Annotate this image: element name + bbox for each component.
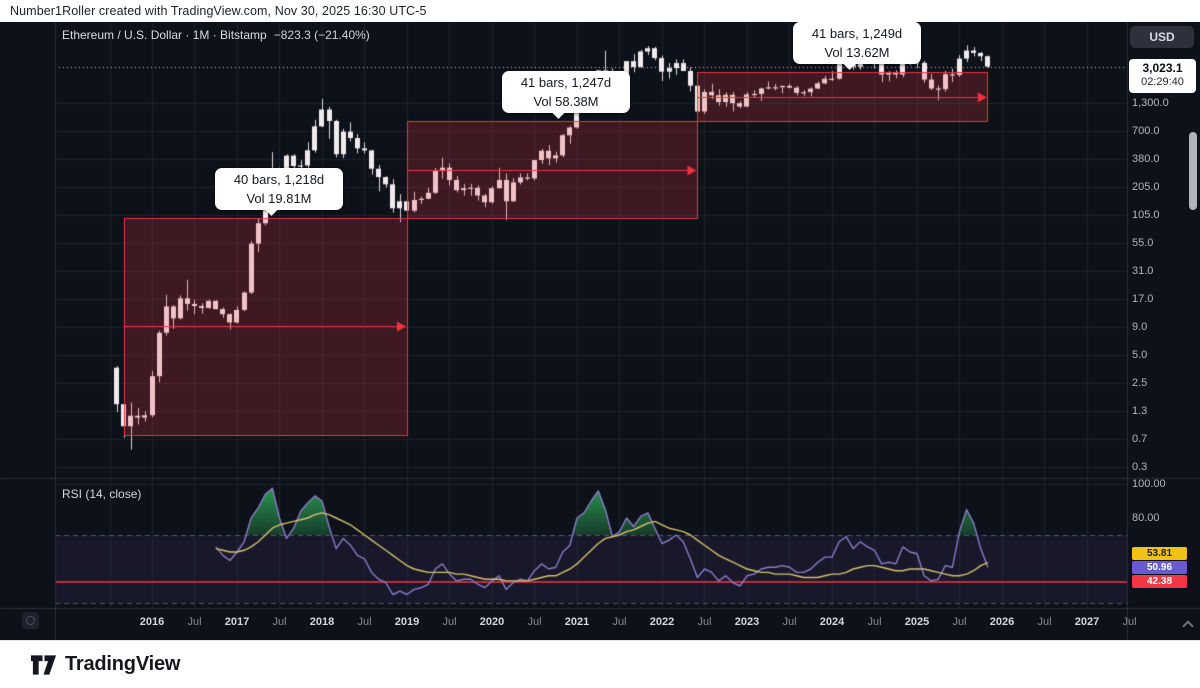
time-axis-year-label: 2023: [734, 616, 760, 628]
price-tick-label: 2.5: [1132, 377, 1148, 389]
tradingview-brand: TradingView: [65, 653, 181, 675]
currency-toggle-button[interactable]: USD: [1130, 26, 1194, 48]
time-axis-year-label: 2024: [819, 616, 845, 628]
measurement-label-3-line1: 41 bars, 1,249d: [811, 26, 903, 41]
rsi-tick-label: 80.00: [1132, 512, 1160, 524]
price-tick-label: 9.0: [1132, 321, 1148, 333]
time-axis-year-label: 2020: [479, 616, 505, 628]
bar-countdown: 02:29:40: [1141, 76, 1184, 88]
currency-label: USD: [1149, 30, 1175, 44]
price-tick-label: 0.3: [1132, 461, 1148, 473]
price-tick-label: 0.7: [1132, 433, 1148, 445]
rsi-indicator-label: RSI (14, close): [62, 487, 142, 501]
time-axis-month-label: Jul: [1122, 616, 1137, 628]
time-axis-year-label: 2016: [139, 616, 165, 628]
time-axis-month-label: Jul: [272, 616, 287, 628]
time-axis-year-label: 2026: [989, 616, 1015, 628]
time-axis-month-label: Jul: [527, 616, 542, 628]
time-axis-year-label: 2021: [564, 616, 590, 628]
time-axis-year-label: 2018: [309, 616, 335, 628]
time-axis-year-label: 2022: [649, 616, 675, 628]
price-tick-label: 17.0: [1132, 293, 1154, 305]
measurement-label-1[interactable]: 40 bars, 1,218d Vol 19.81M: [215, 168, 343, 216]
time-axis-month-label: Jul: [952, 616, 967, 628]
symbol-change: −823.3 (−21.40%): [273, 28, 370, 42]
measurement-label-3[interactable]: 41 bars, 1,249d Vol 13.62M: [793, 22, 921, 70]
timezone-button[interactable]: [22, 612, 39, 629]
time-axis-year-label: 2017: [224, 616, 250, 628]
price-tick-label: 5.0: [1132, 349, 1148, 361]
price-tick-label: 1,300.0: [1132, 97, 1169, 109]
time-axis-month-label: Jul: [357, 616, 372, 628]
share-banner: Number1Roller created with TradingView.c…: [0, 0, 1200, 22]
price-tick-label: 31.0: [1132, 265, 1154, 277]
rsi-value-badge: 50.96: [1132, 561, 1187, 574]
measurement-label-1-line2: Vol 19.81M: [246, 191, 312, 206]
price-tick-label: 700.0: [1132, 125, 1160, 137]
chevron-up-icon: [1182, 620, 1194, 632]
scrollbar-thumb[interactable]: [1189, 132, 1197, 210]
measurement-label-2-line1: 41 bars, 1,247d: [520, 75, 612, 90]
current-price: 3,023.1: [1142, 61, 1183, 75]
measurement-label-1-line1: 40 bars, 1,218d: [233, 172, 325, 187]
rsi-value-badge: 42.38: [1132, 575, 1187, 588]
time-axis-month-label: Jul: [612, 616, 627, 628]
time-axis-year-label: 2027: [1074, 616, 1100, 628]
axis-collapse-button[interactable]: [1181, 619, 1195, 632]
measurement-label-2-line2: Vol 58.38M: [533, 94, 599, 109]
time-axis-year-label: 2019: [394, 616, 420, 628]
current-price-badge: 3,023.1 02:29:40: [1129, 59, 1196, 93]
rsi-tick-label: 100.00: [1132, 478, 1166, 490]
measurement-label-2[interactable]: 41 bars, 1,247d Vol 58.38M: [502, 71, 630, 119]
price-tick-label: 105.0: [1132, 209, 1160, 221]
price-tick-label: 205.0: [1132, 181, 1160, 193]
tradingview-logo[interactable]: TradingView: [30, 653, 180, 676]
tradingview-logo-icon: [30, 654, 57, 675]
clock-icon: [26, 616, 35, 625]
symbol-title: Ethereum / U.S. Dollar · 1M · Bitstamp: [62, 28, 267, 42]
footer: TradingView: [0, 640, 1200, 688]
time-axis-year-label: 2025: [904, 616, 930, 628]
time-axis-month-label: Jul: [187, 616, 202, 628]
time-axis-month-label: Jul: [867, 616, 882, 628]
price-tick-label: 55.0: [1132, 237, 1154, 249]
symbol-legend[interactable]: Ethereum / U.S. Dollar · 1M · Bitstamp −8…: [62, 28, 370, 42]
time-axis-month-label: Jul: [1037, 616, 1052, 628]
price-tick-label: 380.0: [1132, 153, 1160, 165]
price-tick-label: 1.3: [1132, 405, 1148, 417]
rsi-indicator-title[interactable]: RSI (14, close): [62, 487, 141, 501]
time-axis-month-label: Jul: [697, 616, 712, 628]
measurement-label-3-line2: Vol 13.62M: [824, 45, 890, 60]
time-axis-month-label: Jul: [442, 616, 457, 628]
share-banner-text: Number1Roller created with TradingView.c…: [10, 4, 427, 18]
time-axis-month-label: Jul: [782, 616, 797, 628]
rsi-value-badge: 53.81: [1132, 547, 1187, 560]
